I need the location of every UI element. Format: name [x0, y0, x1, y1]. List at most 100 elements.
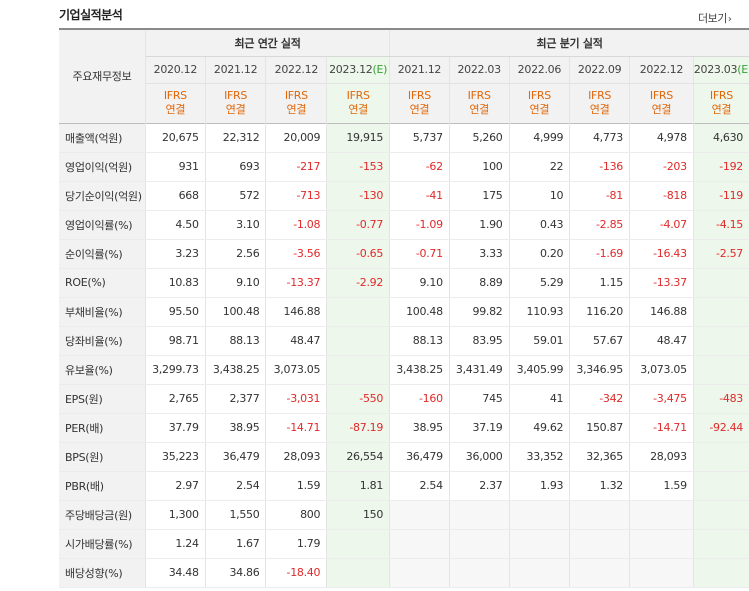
quarter-group-title: 최근 분기 실적 — [536, 36, 603, 50]
period-header: 2021.12 — [389, 56, 450, 84]
table-cell: 668 — [145, 181, 206, 211]
table-cell: -87.19 — [326, 413, 391, 443]
row-label: 순이익률(%) — [59, 239, 146, 269]
table-cell: 36,479 — [389, 442, 450, 472]
more-link[interactable]: 더보기› — [698, 10, 732, 26]
table-cell — [326, 558, 391, 588]
key-info-header: 주요재무정보 — [59, 29, 146, 123]
table-cell: -4.15 — [693, 210, 749, 240]
ifrs-label: IFRS — [467, 89, 491, 102]
table-cell — [389, 529, 450, 559]
row-label: 시가배당률(%) — [59, 529, 146, 559]
table-cell: -483 — [693, 383, 749, 414]
period-date: 2020.12 — [153, 63, 198, 76]
table-cell: -92.44 — [693, 413, 749, 443]
header-group-row: 주요재무정보 최근 연간 실적 최근 분기 실적 — [59, 29, 749, 123]
consolidated-label: 연결 — [711, 103, 732, 116]
table-cell: 146.88 — [629, 296, 694, 327]
table-cell: 83.95 — [449, 326, 510, 356]
table-cell: 9.10 — [389, 268, 450, 298]
accounting-standard-header: IFRS 연결 — [145, 83, 206, 123]
row-label: PER(배) — [59, 413, 146, 443]
table-row: 시가배당률(%) 1.24 1.67 1.79 — [59, 529, 749, 559]
table-cell: 95.50 — [145, 296, 206, 327]
consolidated-label: 연결 — [409, 103, 430, 116]
annual-group-title: 최근 연간 실적 — [234, 36, 301, 50]
consolidated-label: 연결 — [589, 103, 610, 116]
table-cell: 38.95 — [205, 413, 267, 443]
row-label: 당좌비율(%) — [59, 326, 146, 356]
consolidated-label: 연결 — [529, 103, 550, 116]
table-cell: 1.67 — [205, 529, 267, 559]
table-row: 주당배당금(원) 1,300 1,550 800 150 — [59, 499, 749, 530]
table-row: 영업이익(억원) 931 693 -217 -153 -62 100 22 -136 -203 -1… — [59, 152, 749, 182]
table-cell: 3,431.49 — [449, 355, 510, 385]
table-cell: 150.87 — [569, 413, 630, 443]
table-cell: 3,299.73 — [145, 355, 206, 385]
period-label: 2023.12(E) — [329, 63, 387, 76]
period-header: 2021.12 — [205, 56, 267, 84]
table-cell: -14.71 — [629, 413, 694, 443]
table-cell: 88.13 — [389, 326, 450, 356]
table-cell: 100.48 — [205, 296, 267, 327]
table-cell: 48.47 — [629, 326, 694, 356]
table-cell — [326, 355, 391, 385]
table-cell: 20,675 — [145, 122, 206, 153]
table-cell: 38.95 — [389, 413, 450, 443]
table-cell: 1.59 — [629, 471, 694, 501]
period-label: 2022.03 — [457, 63, 501, 76]
estimate-marker: (E) — [372, 63, 388, 76]
period-date: 2022.06 — [517, 63, 562, 76]
table-cell — [693, 268, 749, 298]
table-cell: 0.20 — [509, 239, 571, 269]
period-date: 2022.12 — [274, 63, 319, 76]
table-cell: 9.10 — [205, 268, 267, 298]
period-header: 2020.12 — [145, 56, 206, 84]
table-cell: -136 — [569, 152, 630, 182]
table-cell: 5,260 — [449, 122, 510, 153]
table-cell: 150 — [326, 499, 391, 530]
table-cell: 931 — [145, 152, 206, 182]
period-date: 2022.09 — [577, 63, 622, 76]
table-cell: 4.50 — [145, 210, 206, 240]
table-cell: 800 — [265, 499, 328, 530]
table-row: 순이익률(%) 3.23 2.56 -3.56 -0.65 -0.71 3.33 0.20 -1… — [59, 239, 749, 269]
table-cell: -342 — [569, 383, 630, 414]
table-cell: -13.37 — [265, 268, 328, 298]
accounting-standard-header: IFRS 연결 — [449, 83, 510, 123]
table-cell: -41 — [389, 181, 450, 211]
table-cell — [693, 296, 749, 327]
table-row: ROE(%) 10.83 9.10 -13.37 -2.92 9.10 8.89 5.29 1.… — [59, 268, 749, 298]
row-label: 영업이익률(%) — [59, 210, 146, 240]
table-cell — [509, 499, 571, 530]
more-link-label[interactable]: 더보기 — [698, 12, 727, 25]
table-cell: 1.15 — [569, 268, 630, 298]
ifrs-label: IFRS — [649, 89, 673, 102]
table-cell — [693, 558, 749, 588]
row-label: 영업이익(억원) — [59, 152, 146, 182]
chevron-right-icon: › — [727, 14, 732, 25]
table-cell: 5.29 — [509, 268, 571, 298]
row-label: 주당배당금(원) — [59, 499, 146, 530]
table-cell: 100 — [449, 152, 510, 182]
row-label: BPS(원) — [59, 442, 146, 472]
table-cell — [509, 529, 571, 559]
consolidated-label: 연결 — [469, 103, 489, 116]
table-cell: 26,554 — [326, 442, 391, 472]
table-cell: -18.40 — [265, 558, 328, 588]
table-row: 부채비율(%) 95.50 100.48 146.88 100.48 99.82 110.9… — [59, 296, 749, 327]
ifrs-label: IFRS — [527, 89, 551, 102]
table-cell: 4,630 — [693, 122, 749, 153]
table-cell: 3.23 — [145, 239, 206, 269]
accounting-standard-header: IFRS 연결 — [693, 83, 749, 123]
ifrs-label: IFRS — [407, 89, 431, 102]
accounting-standard-header: IFRS 연결 — [265, 83, 328, 123]
table-cell: 3,073.05 — [265, 355, 328, 385]
table-cell — [389, 499, 450, 530]
ifrs-label: IFRS — [709, 89, 733, 102]
header-standard-row: IFRS 연결 IFRS 연결 IFRS 연결 IFRS 연결 IFRS 연결 IFRS 연결 IFRS… — [59, 83, 749, 123]
period-label: 2021.12 — [214, 63, 258, 76]
table-cell: -192 — [693, 152, 749, 182]
table-cell: -550 — [326, 383, 391, 414]
row-label: EPS(원) — [59, 383, 146, 414]
